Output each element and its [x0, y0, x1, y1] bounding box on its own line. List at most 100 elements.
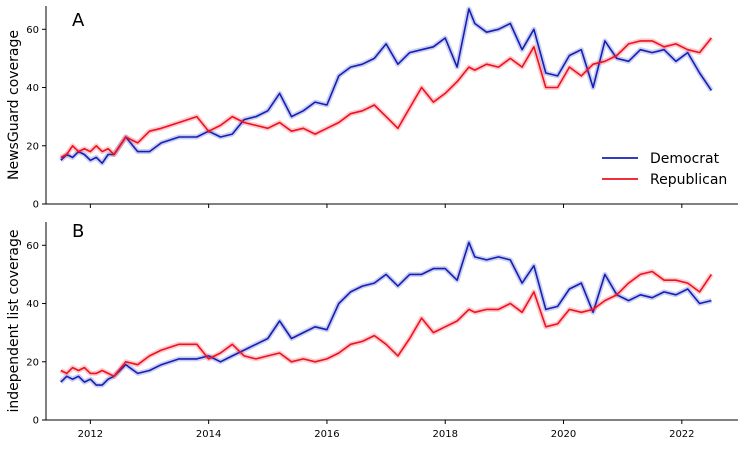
data-point-republican — [420, 86, 422, 88]
data-point-democrat — [338, 302, 340, 304]
data-point-democrat — [468, 241, 470, 243]
data-point-democrat — [521, 282, 523, 284]
data-point-republican — [485, 308, 487, 310]
data-point-democrat — [710, 89, 712, 91]
x-tick-label: 2018 — [433, 429, 458, 440]
data-point-democrat — [468, 8, 470, 10]
y-tick-label: 40 — [26, 299, 39, 310]
data-point-republican — [302, 127, 304, 129]
data-point-republican — [361, 340, 363, 342]
data-point-republican — [302, 358, 304, 360]
data-point-republican — [196, 115, 198, 117]
data-point-democrat — [420, 273, 422, 275]
data-point-republican — [710, 37, 712, 39]
data-point-democrat — [137, 372, 139, 374]
data-point-democrat — [148, 150, 150, 152]
data-point-republican — [651, 40, 653, 42]
data-point-democrat — [267, 110, 269, 112]
data-point-republican — [125, 136, 127, 138]
data-point-republican — [521, 66, 523, 68]
data-point-democrat — [710, 299, 712, 301]
data-point-democrat — [474, 22, 476, 24]
data-point-democrat — [698, 72, 700, 74]
data-point-republican — [137, 364, 139, 366]
data-point-democrat — [83, 381, 85, 383]
data-point-democrat — [290, 337, 292, 339]
data-point-democrat — [243, 349, 245, 351]
data-point-republican — [485, 63, 487, 65]
data-point-republican — [207, 358, 209, 360]
data-point-republican — [113, 375, 115, 377]
data-point-republican — [160, 349, 162, 351]
y-axis-title: NewsGuard coverage — [6, 30, 22, 180]
series-band-democrat — [59, 6, 714, 166]
x-tick-label: 2020 — [551, 429, 576, 440]
data-point-republican — [698, 291, 700, 293]
data-point-republican — [545, 86, 547, 88]
data-point-republican — [580, 75, 582, 77]
data-point-republican — [397, 127, 399, 129]
series-band-republican — [59, 36, 714, 160]
data-point-democrat — [485, 31, 487, 33]
data-point-republican — [580, 311, 582, 313]
y-tick-label: 0 — [33, 416, 39, 427]
data-point-democrat — [397, 63, 399, 65]
data-point-democrat — [89, 378, 91, 380]
data-point-democrat — [373, 282, 375, 284]
data-point-democrat — [160, 142, 162, 144]
data-point-democrat — [698, 302, 700, 304]
panel-a: 0 20 40 60 NewsGuard coverage A Democrat Republ… — [6, 6, 738, 211]
data-point-republican — [314, 133, 316, 135]
data-point-democrat — [314, 101, 316, 103]
data-point-republican — [219, 124, 221, 126]
data-point-republican — [148, 130, 150, 132]
data-point-democrat — [663, 291, 665, 293]
data-point-republican — [592, 308, 594, 310]
y-tick-label: 20 — [26, 357, 39, 368]
panel-letter: B — [72, 221, 84, 242]
series-line-democrat — [60, 241, 712, 386]
data-point-republican — [533, 46, 535, 48]
data-point-republican — [255, 124, 257, 126]
data-point-democrat — [497, 28, 499, 30]
data-point-democrat — [521, 49, 523, 51]
data-point-republican — [432, 101, 434, 103]
data-point-republican — [444, 92, 446, 94]
data-point-democrat — [432, 267, 434, 269]
data-point-democrat — [95, 156, 97, 158]
data-point-democrat — [651, 51, 653, 53]
y-tick-label: 60 — [26, 241, 39, 252]
data-point-republican — [639, 40, 641, 42]
data-point-republican — [160, 127, 162, 129]
data-point-republican — [373, 334, 375, 336]
data-point-democrat — [231, 355, 233, 357]
series-line-republican — [60, 37, 713, 159]
data-point-republican — [604, 60, 606, 62]
data-point-republican — [568, 308, 570, 310]
data-point-democrat — [639, 294, 641, 296]
data-point-republican — [231, 115, 233, 117]
data-point-republican — [71, 145, 73, 147]
data-point-republican — [71, 366, 73, 368]
data-point-republican — [243, 121, 245, 123]
data-point-republican — [497, 66, 499, 68]
data-point-republican — [509, 57, 511, 59]
data-point-democrat — [568, 288, 570, 290]
data-point-democrat — [71, 156, 73, 158]
data-point-democrat — [349, 291, 351, 293]
data-point-republican — [60, 369, 62, 371]
data-point-democrat — [385, 43, 387, 45]
data-point-republican — [675, 43, 677, 45]
data-point-democrat — [687, 288, 689, 290]
data-point-republican — [349, 343, 351, 345]
data-point-republican — [385, 115, 387, 117]
data-point-republican — [687, 282, 689, 284]
data-point-democrat — [444, 37, 446, 39]
data-point-republican — [278, 352, 280, 354]
data-point-democrat — [267, 337, 269, 339]
data-point-democrat — [326, 104, 328, 106]
data-point-republican — [83, 148, 85, 150]
data-point-democrat — [137, 150, 139, 152]
data-point-democrat — [604, 40, 606, 42]
